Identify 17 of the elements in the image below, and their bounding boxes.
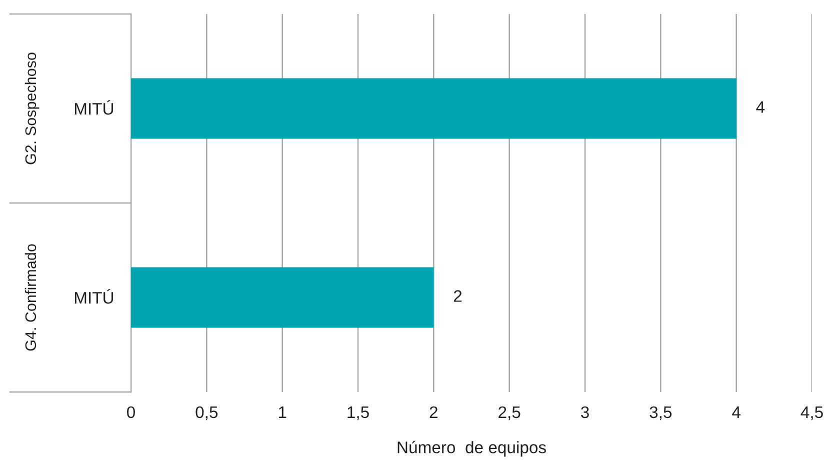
text: G2. Sospechoso [24,52,40,164]
y-tick-label: MITÚ [74,100,114,115]
text: G4. Confirmado [24,244,36,351]
x-tick-label: 0,5 [196,406,218,420]
data-label: 4 [756,101,765,113]
x-tick-label: 1,5 [348,406,369,420]
x-tick-label: 1 [278,406,286,418]
x-tick-label: 0 [127,406,135,418]
x-tick-label: 4,5 [800,406,823,420]
x-tick-label: 4 [732,406,740,418]
x-tick-label: 3 [581,406,589,418]
x-tick-label: 3,5 [650,406,672,420]
y-tick-label: MITÚ [74,289,114,304]
x-tick-label: 2 [430,406,438,418]
x-axis-title: Número de equipos [398,440,546,457]
data-label: 2 [454,290,462,302]
x-tick-label: 2,5 [498,406,520,420]
